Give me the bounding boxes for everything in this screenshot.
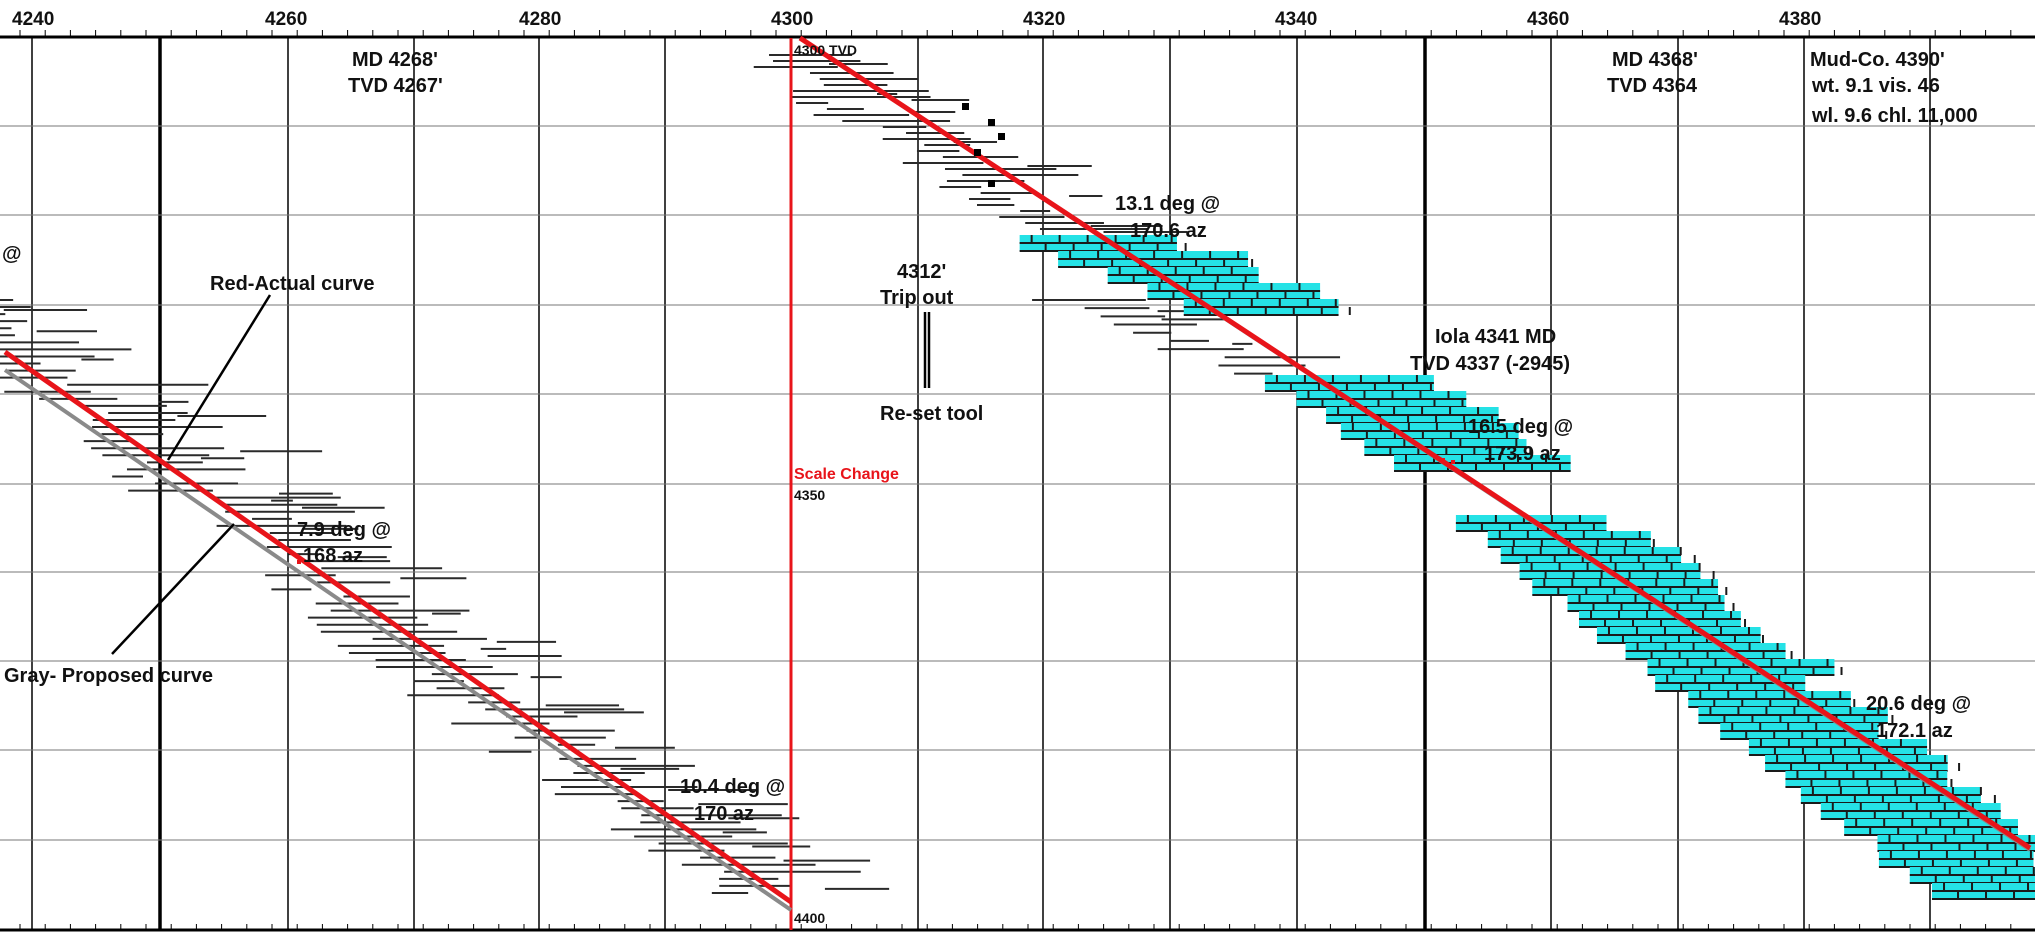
survey-3-inclination: 13.1 deg @ xyxy=(1115,193,1220,215)
tvd-4364-label: TVD 4364 xyxy=(1607,75,1698,97)
red-actual-leader-line xyxy=(166,294,272,461)
tvd-4350-label: 4350 xyxy=(794,487,825,503)
depth-axis: 4240 4260 4280 4300 4320 4340 4360 4380 xyxy=(12,9,1821,30)
depth-tick-4380: 4380 xyxy=(1779,9,1821,30)
tvd-4300-label: 4300 TVD xyxy=(794,42,857,58)
survey-4-inclination: 16.5 deg @ xyxy=(1468,416,1573,438)
survey-5-azimuth: 172.1 az xyxy=(1876,720,1953,742)
depth-tick-4260: 4260 xyxy=(265,9,307,30)
survey-5-inclination: 20.6 deg @ xyxy=(1866,693,1971,715)
survey-point-marker xyxy=(1441,458,1445,462)
tvd-4267-label: TVD 4267' xyxy=(348,75,443,97)
survey-2-inclination: 10.4 deg @ xyxy=(680,776,785,798)
actual-curve-left xyxy=(3,349,793,905)
mud-report-line1: Mud-Co. 4390' xyxy=(1810,49,1945,71)
red-actual-curve-label: Red-Actual curve xyxy=(210,273,375,295)
iola-tvd-label: TVD 4337 (-2945) xyxy=(1410,353,1570,375)
curves xyxy=(3,35,2032,912)
survey-2-azimuth: 170 az xyxy=(694,803,754,825)
survey-point-marker xyxy=(1451,460,1455,464)
proposed-curve-left xyxy=(3,368,793,912)
survey-point-marker xyxy=(297,560,301,564)
tvd-4400-label: 4400 xyxy=(794,910,825,926)
depth-tick-4280: 4280 xyxy=(519,9,561,30)
survey-1-inclination: 7.9 deg @ xyxy=(297,519,391,541)
depth-tick-4240: 4240 xyxy=(12,9,54,30)
shale-lithology xyxy=(0,54,1404,894)
depth-tick-4320: 4320 xyxy=(1023,9,1065,30)
survey-3-azimuth: 170.6 az xyxy=(1130,220,1207,242)
gray-proposed-leader-line xyxy=(111,523,235,655)
scale-change-label: Scale Change xyxy=(794,466,899,483)
mud-report-line3: wl. 9.6 chl. 11,000 xyxy=(1811,105,1978,127)
cuttings-markers xyxy=(962,103,1005,187)
depth-tick-4340: 4340 xyxy=(1275,9,1317,30)
depth-tick-4300: 4300 xyxy=(771,9,813,30)
trip-depth-label: 4312' xyxy=(897,261,946,283)
depth-tick-4360: 4360 xyxy=(1527,9,1569,30)
md-4268-label: MD 4268' xyxy=(352,49,438,71)
depth-grid xyxy=(0,30,2035,932)
actual-curve-right xyxy=(798,35,2032,851)
reset-tool-label: Re-set tool xyxy=(880,403,983,425)
survey-1-azimuth: 168 az xyxy=(303,545,363,567)
iola-md-label: Iola 4341 MD xyxy=(1435,326,1556,348)
trip-out-label: Trip out xyxy=(880,287,954,309)
md-4368-label: MD 4368' xyxy=(1612,49,1698,71)
partial-left-label: @ xyxy=(2,243,22,265)
gray-proposed-curve-label: Gray- Proposed curve xyxy=(4,665,213,687)
survey-4-azimuth: 173.9 az xyxy=(1484,443,1561,465)
mud-report-line2: wt. 9.1 vis. 46 xyxy=(1811,75,1940,97)
